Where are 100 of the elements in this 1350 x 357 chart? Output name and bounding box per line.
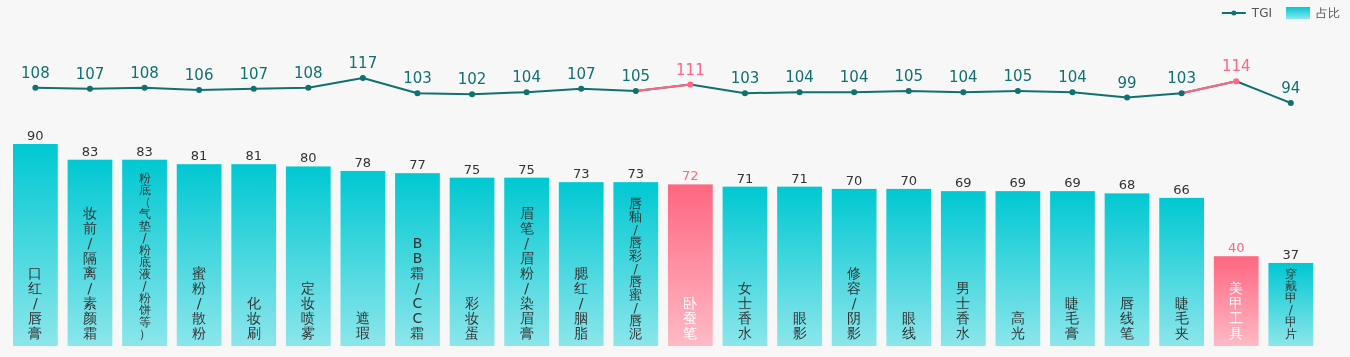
bar [340,170,386,346]
bar [395,173,440,346]
x-tick-label: 男士香水 [956,280,971,341]
point [32,84,39,91]
bar [1213,256,1259,346]
bar [1104,193,1150,346]
category-label: 唇釉/唇彩/唇蜜/唇泥 [629,196,643,341]
point [1124,94,1131,101]
legend-label: TGI [1250,6,1272,20]
data-label: 75 [463,161,481,177]
data-label: 81 [245,148,262,164]
data-label: 80 [300,150,317,166]
x-tick-label: 眼影 [792,310,807,341]
data-label: 70 [845,172,863,188]
data-label: 106 [184,65,214,84]
data-label: 69 [1064,175,1081,191]
data-label: 90 [27,128,44,143]
x-tick-label: 彩妆蛋 [465,295,480,341]
data-label: 78 [354,154,372,170]
data-label: 99 [1117,73,1137,92]
data-label: 69 [1009,175,1027,191]
data-label: 71 [791,170,808,186]
bar [777,186,822,346]
data-label: 104 [839,68,869,87]
data-label: 104 [948,68,978,87]
category-label: 粉底（气垫/粉底液/粉饼等） [138,171,151,341]
x-tick-label: 穿戴甲/甲片 [1284,267,1297,341]
data-label: 111 [676,60,705,79]
data-label: 105 [1003,67,1033,86]
bar [558,182,604,346]
data-label: 104 [1058,68,1087,87]
bar [995,191,1041,346]
point [851,89,858,96]
bar [886,188,932,346]
bar [449,177,495,346]
x-tick-label: 腮红/胭脂 [574,265,589,341]
point [741,90,748,97]
point [414,90,421,97]
data-label: 104 [785,68,814,87]
data-label: 71 [736,170,754,186]
point [250,85,257,92]
x-tick-label: 蜜粉/散粉 [192,265,207,341]
legend-label: 占比 [1316,6,1340,20]
data-label: 103 [403,69,432,88]
x-tick-label: 遮瑕 [355,310,370,341]
category-label: 眉笔/眉粉/染眉膏 [519,205,534,341]
bar [176,164,222,346]
point [687,81,694,88]
data-label: 68 [1118,177,1136,193]
bar [722,186,768,346]
data-label: 114 [1221,57,1251,76]
data-label: 81 [190,148,208,164]
point [1178,90,1185,97]
x-tick-label: 定妆喷雾 [301,280,316,341]
legend: TGI [1220,6,1272,20]
point [86,85,93,92]
data-label: 103 [730,69,760,88]
point [1069,89,1076,96]
bar [13,144,58,346]
x-tick-label: 睫毛膏 [1065,295,1080,341]
point [469,91,476,98]
point [1287,100,1294,106]
point [1014,88,1021,95]
data-label: 117 [348,54,378,72]
bar [831,188,877,346]
data-label: 40 [1227,240,1245,256]
bar [285,166,331,346]
legend: 占比 [1286,6,1340,20]
data-label: 75 [518,161,535,177]
x-tick-label: BB霜/CC霜 [410,235,425,341]
point [305,84,312,91]
data-label: 104 [512,68,541,87]
bar [1050,191,1095,346]
data-label: 70 [900,172,917,188]
x-tick-label: 化妆刷 [246,295,261,341]
data-label: 103 [1167,69,1196,88]
point [796,89,803,96]
x-tick-label: 口红/唇膏 [28,265,43,341]
data-label: 69 [955,175,972,191]
data-label: 105 [894,67,924,86]
data-label: 37 [1282,246,1300,262]
data-label: 66 [1173,181,1190,197]
x-tick-label: 高光 [1010,310,1025,341]
x-tick-label: 眼线 [901,310,916,341]
point [141,84,148,91]
data-label: 102 [457,70,487,89]
point [196,86,203,93]
data-label: 94 [1281,79,1301,97]
x-tick-label: 唇线笔 [1120,295,1135,341]
x-tick-label: 睫毛夹 [1174,295,1189,341]
point [1233,78,1240,85]
point [523,89,530,96]
data-label: 108 [21,63,50,82]
point [359,75,366,81]
point [960,89,967,96]
bar [231,164,277,346]
data-label: 77 [409,157,426,173]
data-label: 83 [81,143,99,159]
point [905,88,912,95]
point [578,85,585,92]
